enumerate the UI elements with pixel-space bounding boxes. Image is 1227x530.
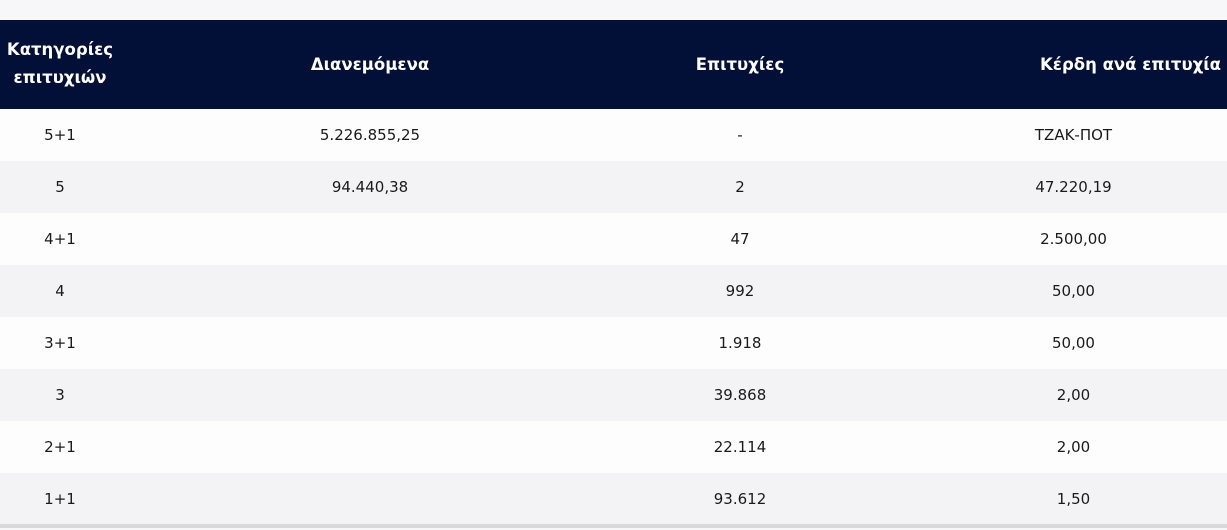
cell-prize: 2,00 <box>1056 438 1091 456</box>
cell-wins: 992 <box>725 282 755 300</box>
cell-category: 2+1 <box>44 438 76 456</box>
table-row: 3 39.868 2,00 <box>0 369 1227 421</box>
cell-prize: 47.220,19 <box>1035 178 1112 196</box>
results-table: Κατηγορίες επιτυχιών Διανεμόμενα Επιτυχί… <box>0 20 1227 525</box>
cell-distributed <box>120 369 590 421</box>
table-row: 4 992 50,00 <box>0 265 1227 317</box>
cell-distributed <box>120 473 590 525</box>
cell-distributed <box>120 213 590 265</box>
header-prize-per-win: Κέρδη ανά επιτυχία <box>890 20 1227 109</box>
table-row: 2+1 22.114 2,00 <box>0 421 1227 473</box>
table-row: 5 94.440,38 2 47.220,19 <box>0 161 1227 213</box>
header-distributed: Διανεμόμενα <box>120 20 590 109</box>
header-category-line1: Κατηγορίες <box>6 39 114 59</box>
cell-distributed <box>120 265 590 317</box>
cell-distributed <box>120 317 590 369</box>
cell-wins: 1.918 <box>718 334 762 352</box>
cell-prize: ΤΖΑΚ-ΠΟΤ <box>1034 126 1113 144</box>
cell-category: 1+1 <box>44 490 76 508</box>
cell-wins: 47 <box>730 230 750 248</box>
cell-wins: 93.612 <box>713 490 767 508</box>
cell-prize: 2,00 <box>1056 386 1091 404</box>
table-row: 4+1 47 2.500,00 <box>0 213 1227 265</box>
header-category: Κατηγορίες επιτυχιών <box>0 20 120 109</box>
cell-distributed-value: 5.226.855,25 <box>319 126 421 144</box>
header-wins: Επιτυχίες <box>590 20 890 109</box>
table-row: 3+1 1.918 50,00 <box>0 317 1227 369</box>
cell-category: 3+1 <box>44 334 76 352</box>
cell-prize: 50,00 <box>1052 282 1095 300</box>
table-header: Κατηγορίες επιτυχιών Διανεμόμενα Επιτυχί… <box>0 20 1227 109</box>
cell-category: 3 <box>55 386 65 404</box>
cell-wins: 39.868 <box>713 386 767 404</box>
cell-wins: 22.114 <box>713 438 767 456</box>
cell-category: 5+1 <box>44 126 76 144</box>
cell-wins: - <box>737 126 743 144</box>
cell-distributed-value: 94.440,38 <box>331 178 409 196</box>
cell-distributed: 5.226.855,25 <box>120 109 590 161</box>
cell-distributed: 94.440,38 <box>120 161 590 213</box>
cell-prize: 1,50 <box>1056 490 1091 508</box>
header-prize-label: Κέρδη ανά επιτυχία <box>1039 55 1221 74</box>
table-bottom-divider <box>0 524 1227 528</box>
cell-category: 5 <box>55 178 65 196</box>
table-row: 5+1 5.226.855,25 - ΤΖΑΚ-ΠΟΤ <box>0 109 1227 161</box>
cell-category: 4 <box>55 282 65 300</box>
table-row: 1+1 93.612 1,50 <box>0 473 1227 525</box>
header-wins-label: Επιτυχίες <box>695 55 785 74</box>
cell-prize: 2.500,00 <box>1040 230 1107 248</box>
cell-distributed <box>120 421 590 473</box>
cell-wins: 2 <box>735 178 745 196</box>
cell-category: 4+1 <box>44 230 76 248</box>
header-category-line2: επιτυχιών <box>13 67 107 87</box>
cell-prize: 50,00 <box>1052 334 1095 352</box>
table-body: 5+1 5.226.855,25 - ΤΖΑΚ-ΠΟΤ 5 94.440,38 … <box>0 109 1227 525</box>
header-distributed-label: Διανεμόμενα <box>310 55 430 74</box>
